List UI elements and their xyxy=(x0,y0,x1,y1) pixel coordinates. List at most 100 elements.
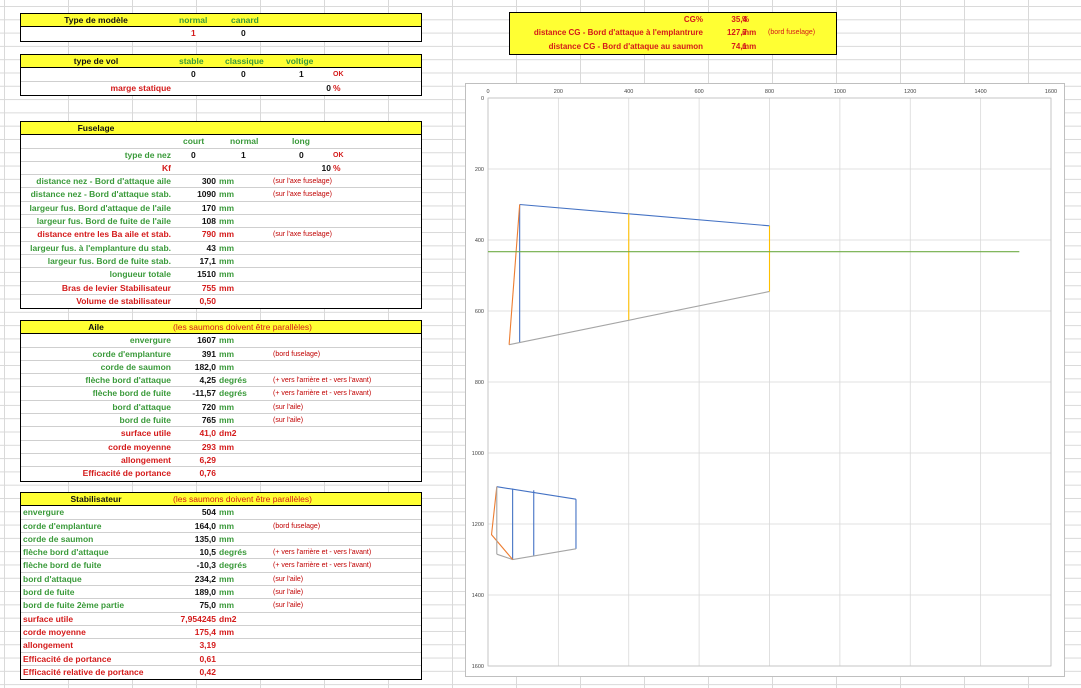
aile-row: Efficacité de portance 0,76 xyxy=(21,467,421,480)
fuselage-row: distance entre les Ba aile et stab. 790 mm… xyxy=(21,228,421,242)
cg-note-1: (bord fuselage) xyxy=(768,29,816,37)
fuselage-value[interactable]: 1090 xyxy=(197,189,216,200)
value-canard[interactable]: 0 xyxy=(241,28,246,39)
value-voltige[interactable]: 1 xyxy=(299,69,304,80)
fuselage-note: (sur l'axe fuselage) xyxy=(273,178,332,186)
type-vol-table: type de vol stable classique voltige 0 0… xyxy=(20,54,422,96)
fuselage-label: Bras de levier Stabilisateur xyxy=(61,282,171,293)
value-classique[interactable]: 0 xyxy=(241,69,246,80)
fuselage-value: 755 xyxy=(201,282,216,293)
fuselage-value[interactable]: 1510 xyxy=(197,269,216,280)
cg-row: CG% 35,4 % xyxy=(510,13,836,26)
stab-label: Efficacité relative de portance xyxy=(23,666,144,677)
marge-row: marge statique 0 % xyxy=(21,82,421,95)
marge-label: marge statique xyxy=(110,82,171,93)
chart-x-tick-label: 1600 xyxy=(1045,89,1057,95)
aile-value[interactable]: 182,0 xyxy=(194,361,216,372)
stab-label: flèche bord d'attaque xyxy=(23,547,109,558)
type-modele-title: Type de modèle xyxy=(64,15,128,25)
stab-value[interactable]: 164,0 xyxy=(194,520,216,531)
nez-normal[interactable]: 1 xyxy=(241,149,246,160)
fuselage-value[interactable]: 108 xyxy=(201,216,216,227)
fuselage-value[interactable]: 300 xyxy=(201,176,216,187)
aile-value[interactable]: 720 xyxy=(201,401,216,412)
fuselage-note: (sur l'axe fuselage) xyxy=(273,191,332,199)
aile-value: 293 xyxy=(201,441,216,452)
value-normal[interactable]: 1 xyxy=(191,28,196,39)
aile-row: corde d'emplanture 391 mm (bord fuselage) xyxy=(21,348,421,361)
chart-y-tick-label: 1200 xyxy=(472,522,484,528)
stab-row: surface utile 7,954245 dm2 xyxy=(21,613,421,626)
aile-value[interactable]: 4,25 xyxy=(199,375,216,386)
chart-y-tick-label: 1000 xyxy=(472,451,484,457)
nez-row: type de nez 0 1 0 OK xyxy=(21,149,421,162)
stab-unit: mm xyxy=(219,573,235,584)
chart-y-tick-label: 200 xyxy=(475,167,484,173)
stab-row: bord de fuite 2ème partie 75,0 mm (sur l'ai… xyxy=(21,599,421,613)
stab-label: corde d'emplanture xyxy=(23,520,102,531)
aile-value[interactable]: -11,57 xyxy=(192,388,216,399)
nez-long[interactable]: 0 xyxy=(299,149,304,160)
stab-unit: mm xyxy=(219,626,235,637)
stab-header: Stabilisateur (les saumons doivent être … xyxy=(21,493,421,507)
stab-unit: mm xyxy=(219,587,235,598)
aile-label: corde d'emplanture xyxy=(92,348,171,359)
stab-value[interactable]: 75,0 xyxy=(199,600,216,611)
stab-label: bord d'attaque xyxy=(23,573,82,584)
stab-value[interactable]: 135,0 xyxy=(194,533,216,544)
type-modele-header: Type de modèle normal canard xyxy=(21,14,421,28)
chart-plot-area xyxy=(487,97,1052,667)
stab-row: corde de saumon 135,0 mm xyxy=(21,533,421,547)
type-modele-values: 1 0 xyxy=(21,27,421,40)
fuselage-unit: mm xyxy=(219,269,235,280)
stab-value[interactable]: 504 xyxy=(201,507,216,518)
stab-row: Efficacité relative de portance 0,42 xyxy=(21,666,421,679)
fuselage-row: Volume de stabilisateur 0,50 xyxy=(21,295,421,308)
stab-unit: dm2 xyxy=(219,613,237,624)
aile-label: surface utile xyxy=(120,428,171,439)
col-normal: normal xyxy=(179,15,208,25)
nez-court[interactable]: 0 xyxy=(191,149,196,160)
fuselage-label: largeur fus. Bord de fuite de l'aile xyxy=(36,216,171,227)
stab-value[interactable]: 234,2 xyxy=(194,573,216,584)
value-stable[interactable]: 0 xyxy=(191,69,196,80)
col-classique: classique xyxy=(225,56,264,66)
stab-unit: degrés xyxy=(219,547,247,558)
aile-value[interactable]: 1607 xyxy=(197,335,216,346)
fuselage-label: distance nez - Bord d'attaque aile xyxy=(36,176,171,187)
fuselage-row: largeur fus. Bord d'attaque de l'aile 170… xyxy=(21,202,421,216)
stab-value[interactable]: 189,0 xyxy=(194,587,216,598)
stab-value[interactable]: 10,5 xyxy=(199,547,216,558)
aile-row: corde de saumon 182,0 mm xyxy=(21,361,421,375)
aile-label: corde de saumon xyxy=(100,361,171,372)
aile-row: bord de fuite 765 mm (sur l'aile) xyxy=(21,414,421,428)
aile-row: flèche bord de fuite -11,57 degrés (+ vers … xyxy=(21,387,421,401)
stab-value[interactable]: -10,3 xyxy=(196,560,216,571)
stab-label: bord de fuite 2ème partie xyxy=(23,600,125,611)
chart-y-tick-label: 800 xyxy=(475,380,484,386)
fuselage-unit: mm xyxy=(219,242,235,253)
type-vol-header: type de vol stable classique voltige xyxy=(21,55,421,69)
stab-label: envergure xyxy=(23,507,65,518)
fuselage-value[interactable]: 17,1 xyxy=(199,255,216,266)
fuselage-unit: mm xyxy=(219,255,235,266)
chart-y-tick-label: 1400 xyxy=(472,593,484,599)
planform-chart[interactable]: 0 200 400 600 800 1000 1200 1400 1600 0 200 400 600 8… xyxy=(465,83,1065,677)
cg-row: distance CG - Bord d'attaque au saumon 7… xyxy=(510,40,836,53)
aile-table: Aile (les saumons doivent être parallèle… xyxy=(20,320,422,482)
type-vol-values: 0 0 1 OK xyxy=(21,68,421,82)
fuselage-value[interactable]: 43 xyxy=(206,242,216,253)
cg-unit-2: mm xyxy=(742,41,757,51)
aile-value[interactable]: 391 xyxy=(201,348,216,359)
fuselage-label: Volume de stabilisateur xyxy=(76,295,171,306)
chart-x-tick-label: 0 xyxy=(486,89,489,95)
fuselage-value[interactable]: 170 xyxy=(201,202,216,213)
aile-value[interactable]: 765 xyxy=(201,415,216,426)
chart-y-tick-label: 1600 xyxy=(472,664,484,670)
stab-row: corde d'emplanture 164,0 mm (bord fuselage) xyxy=(21,520,421,533)
col-voltige: voltige xyxy=(286,56,314,66)
chart-series-line xyxy=(490,486,514,560)
fuselage-unit: mm xyxy=(219,176,235,187)
aile-unit: mm xyxy=(219,415,235,426)
fuselage-unit: mm xyxy=(219,202,235,213)
